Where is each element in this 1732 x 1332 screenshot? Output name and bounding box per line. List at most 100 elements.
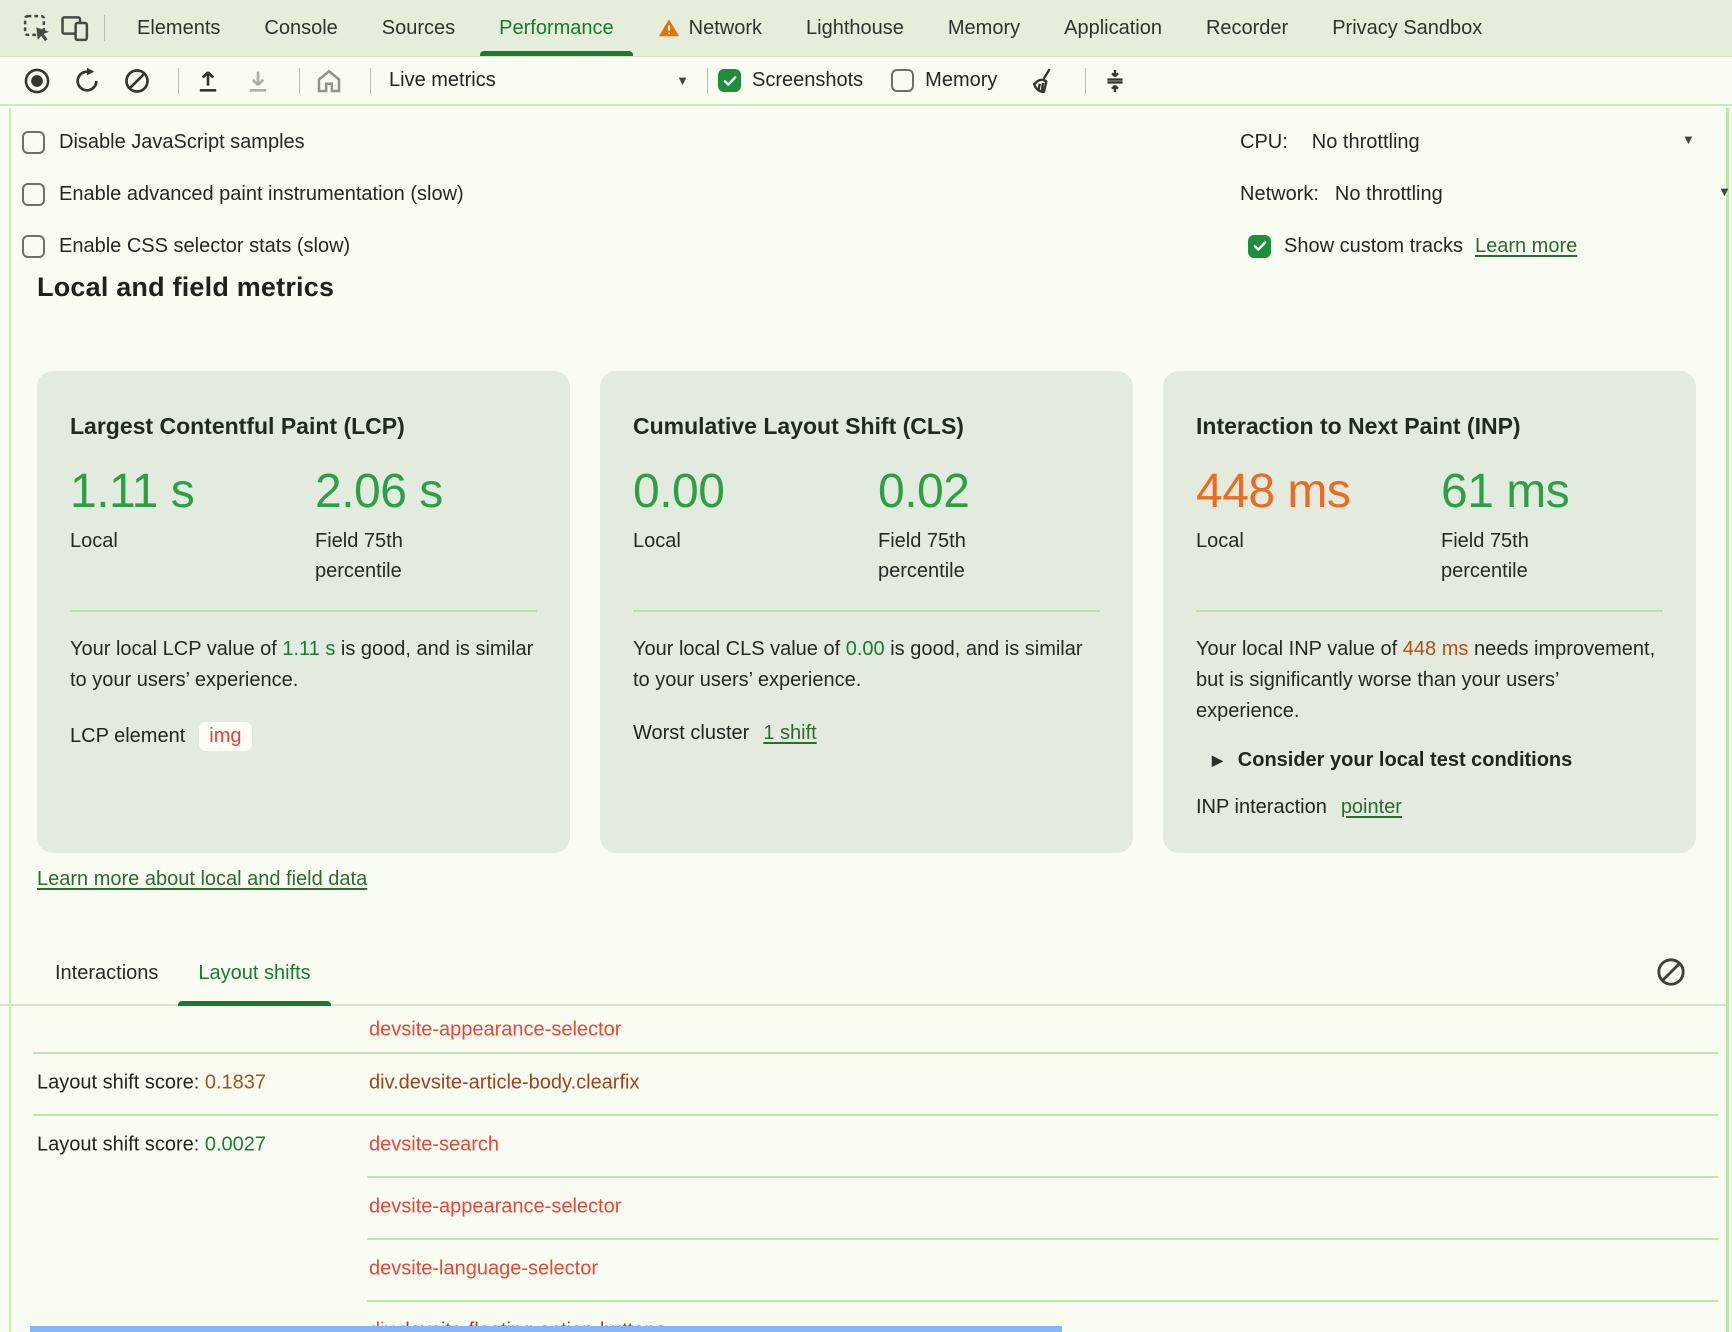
element-node-link[interactable]: devsite-appearance-selector xyxy=(369,1019,621,1042)
chevron-down-icon[interactable]: ▼ xyxy=(1682,132,1695,147)
screenshots-label: Screenshots xyxy=(752,69,863,92)
inp-local-value: 448 ms xyxy=(1196,466,1441,518)
inp-field-value: 61 ms xyxy=(1441,466,1663,518)
layout-shift-score: Layout shift score: 0.0027 xyxy=(37,1134,266,1157)
devtools-performance-panel: Elements Console Sources Performance Net… xyxy=(0,0,1732,1332)
layout-shift-row: devsite-appearance-selector xyxy=(0,1176,1726,1238)
collapse-panel-button[interactable] xyxy=(1096,62,1134,100)
collapse-icon xyxy=(1101,67,1129,95)
tab-console[interactable]: Console xyxy=(242,0,359,56)
element-node-link[interactable]: devsite-appearance-selector xyxy=(369,1196,621,1219)
element-node-link[interactable]: devsite-search xyxy=(369,1134,499,1157)
record-and-reload-button[interactable] xyxy=(68,62,106,100)
cls-local-value: 0.00 xyxy=(633,466,878,518)
record-button[interactable] xyxy=(18,62,56,100)
chevron-down-icon[interactable]: ▼ xyxy=(1718,184,1731,199)
tab-layout-shifts[interactable]: Layout shifts xyxy=(178,942,330,1004)
lcp-local-value: 1.11 s xyxy=(70,466,315,518)
cls-desc-prefix: Your local CLS value of xyxy=(633,638,846,660)
learn-more-local-field-label: Learn more about local and field data xyxy=(37,868,367,890)
screenshots-checkbox-row[interactable]: Screenshots xyxy=(718,69,863,92)
cls-card: Cumulative Layout Shift (CLS) 0.00 Local… xyxy=(600,371,1133,853)
chevron-down-icon: ▼ xyxy=(676,73,689,88)
show-custom-tracks-checkbox[interactable] xyxy=(1248,235,1271,258)
page-title: Local and field metrics xyxy=(37,272,334,303)
clear-button[interactable] xyxy=(118,62,156,100)
home-icon xyxy=(314,66,344,96)
capture-settings: Disable JavaScript samples Enable advanc… xyxy=(22,116,464,272)
layout-shift-score: Layout shift score: 0.1837 xyxy=(37,1072,266,1095)
screenshots-checkbox[interactable] xyxy=(718,69,741,92)
disable-js-samples-label: Disable JavaScript samples xyxy=(59,131,305,154)
worst-cluster-label: Worst cluster xyxy=(633,722,749,745)
device-toolbar-icon xyxy=(60,13,90,43)
home-button[interactable] xyxy=(310,62,348,100)
inp-description: Your local INP value of 448 ms needs imp… xyxy=(1196,634,1663,727)
css-selector-stats-checkbox[interactable] xyxy=(22,235,45,258)
device-toolbar-button[interactable] xyxy=(56,9,94,47)
toolbar-divider xyxy=(299,68,300,94)
save-profile-button[interactable] xyxy=(239,62,277,100)
live-metrics-view: Disable JavaScript samples Enable advanc… xyxy=(0,108,1732,1332)
cls-description: Your local CLS value of 0.00 is good, an… xyxy=(633,634,1100,696)
tab-label: Sources xyxy=(382,17,455,40)
memory-checkbox[interactable] xyxy=(891,69,914,92)
cpu-label: CPU: xyxy=(1240,131,1288,154)
inp-card: Interaction to Next Paint (INP) 448 ms L… xyxy=(1163,371,1696,853)
warning-triangle-icon xyxy=(658,17,680,39)
network-label: Network: xyxy=(1240,183,1319,206)
tab-label: Elements xyxy=(137,17,220,40)
tab-elements[interactable]: Elements xyxy=(115,0,242,56)
tab-lighthouse[interactable]: Lighthouse xyxy=(784,0,926,56)
tab-label: Interactions xyxy=(55,962,158,985)
field-label: Field 75th percentile xyxy=(315,526,465,586)
local-label: Local xyxy=(70,526,220,556)
cpu-throttling-select[interactable]: No throttling xyxy=(1312,131,1420,154)
learn-more-local-field-link[interactable]: Learn more about local and field data xyxy=(37,868,367,891)
inspect-element-button[interactable] xyxy=(18,9,56,47)
tab-sources[interactable]: Sources xyxy=(360,0,477,56)
inp-interaction-link[interactable]: pointer xyxy=(1341,796,1402,819)
element-node-link[interactable]: div.devsite-article-body.clearfix xyxy=(369,1072,639,1095)
card-divider xyxy=(1196,610,1663,612)
inp-desc-prefix: Your local INP value of xyxy=(1196,638,1403,660)
tab-label: Recorder xyxy=(1206,17,1288,40)
download-icon xyxy=(244,67,272,95)
advanced-paint-row[interactable]: Enable advanced paint instrumentation (s… xyxy=(22,168,464,220)
learn-more-link[interactable]: Learn more xyxy=(1475,235,1577,258)
tab-recorder[interactable]: Recorder xyxy=(1184,0,1310,56)
show-custom-tracks-row: Show custom tracks Learn more xyxy=(1240,220,1732,272)
gc-button[interactable] xyxy=(1025,62,1063,100)
tab-network[interactable]: Network xyxy=(636,0,784,56)
memory-checkbox-row[interactable]: Memory xyxy=(891,69,997,92)
network-throttling-select[interactable]: No throttling xyxy=(1335,183,1443,206)
tab-performance[interactable]: Performance xyxy=(477,0,636,56)
advanced-paint-checkbox[interactable] xyxy=(22,183,45,206)
inp-desc-value: 448 ms xyxy=(1403,638,1469,660)
lcp-description: Your local LCP value of 1.11 s is good, … xyxy=(70,634,537,696)
clear-log-button[interactable] xyxy=(1652,953,1690,991)
toolbar-divider xyxy=(104,15,105,41)
broom-icon xyxy=(1029,66,1059,96)
panel-mode-select[interactable]: Live metrics ▼ xyxy=(389,69,689,92)
element-node-link[interactable]: devsite-language-selector xyxy=(369,1258,598,1281)
disable-js-samples-checkbox[interactable] xyxy=(22,131,45,154)
tab-label: Layout shifts xyxy=(198,962,310,985)
layout-shift-row: Layout shift score: 0.1837 div.devsite-a… xyxy=(0,1052,1726,1114)
lcp-desc-prefix: Your local LCP value of xyxy=(70,638,282,660)
tab-label: Application xyxy=(1064,17,1162,40)
css-selector-stats-row[interactable]: Enable CSS selector stats (slow) xyxy=(22,220,464,272)
devtools-tab-bar: Elements Console Sources Performance Net… xyxy=(0,0,1732,57)
local-label: Local xyxy=(1196,526,1346,556)
tab-application[interactable]: Application xyxy=(1042,0,1184,56)
toolbar-divider xyxy=(370,68,371,94)
local-test-conditions-disclosure[interactable]: ▶ Consider your local test conditions xyxy=(1196,749,1663,772)
tab-memory[interactable]: Memory xyxy=(926,0,1042,56)
tab-interactions[interactable]: Interactions xyxy=(35,942,178,1004)
worst-cluster-link[interactable]: 1 shift xyxy=(763,722,816,745)
disable-js-samples-row[interactable]: Disable JavaScript samples xyxy=(22,116,464,168)
load-profile-button[interactable] xyxy=(189,62,227,100)
tab-label: Memory xyxy=(948,17,1020,40)
tab-privacy-sandbox[interactable]: Privacy Sandbox xyxy=(1310,0,1504,56)
lcp-element-node-link[interactable]: img xyxy=(199,722,251,751)
